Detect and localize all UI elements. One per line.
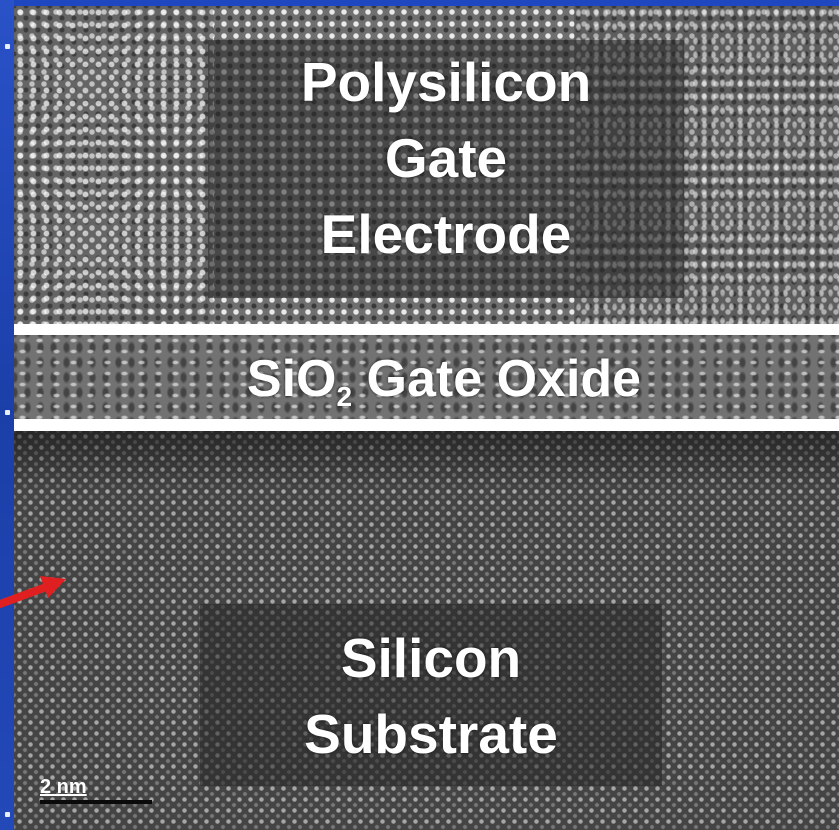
substrate-label-line1: Silicon bbox=[340, 627, 522, 689]
polysilicon-label-line3: Electrode bbox=[320, 203, 572, 265]
slide-left-edge bbox=[0, 0, 14, 830]
oxide-label-subscript: 2 bbox=[336, 381, 353, 412]
poly-oxide-boundary-line bbox=[14, 324, 839, 335]
oxide-label: SiO2 Gate Oxide bbox=[194, 349, 694, 427]
substrate-label: Silicon Substrate bbox=[200, 620, 662, 772]
edge-dot bbox=[5, 812, 10, 817]
red-arrow-icon bbox=[0, 576, 66, 608]
oxide-label-main: SiO bbox=[246, 350, 337, 408]
scale-bar-label: 2 nm bbox=[40, 776, 87, 798]
tem-micrograph: Polysilicon Gate Electrode SiO2 Gate Oxi… bbox=[14, 6, 839, 830]
oxide-label-rest: Gate Oxide bbox=[352, 350, 642, 408]
edge-dot bbox=[5, 410, 10, 415]
polysilicon-label-line1: Polysilicon bbox=[300, 51, 592, 113]
interface-shadow bbox=[14, 431, 839, 491]
slide-top-edge bbox=[0, 0, 839, 6]
edge-dot bbox=[5, 44, 10, 49]
scale-bar: 2 nm bbox=[40, 776, 152, 806]
polysilicon-label: Polysilicon Gate Electrode bbox=[208, 44, 684, 272]
polysilicon-label-line2: Gate bbox=[384, 127, 508, 189]
polysilicon-label-backdrop bbox=[208, 40, 684, 298]
oxide-substrate-boundary-line bbox=[14, 419, 839, 431]
substrate-label-line2: Substrate bbox=[304, 703, 558, 765]
scale-bar-line bbox=[40, 800, 152, 804]
polysilicon-grain-left bbox=[14, 6, 214, 324]
substrate-label-backdrop bbox=[200, 604, 662, 786]
oxide-region bbox=[14, 335, 839, 419]
